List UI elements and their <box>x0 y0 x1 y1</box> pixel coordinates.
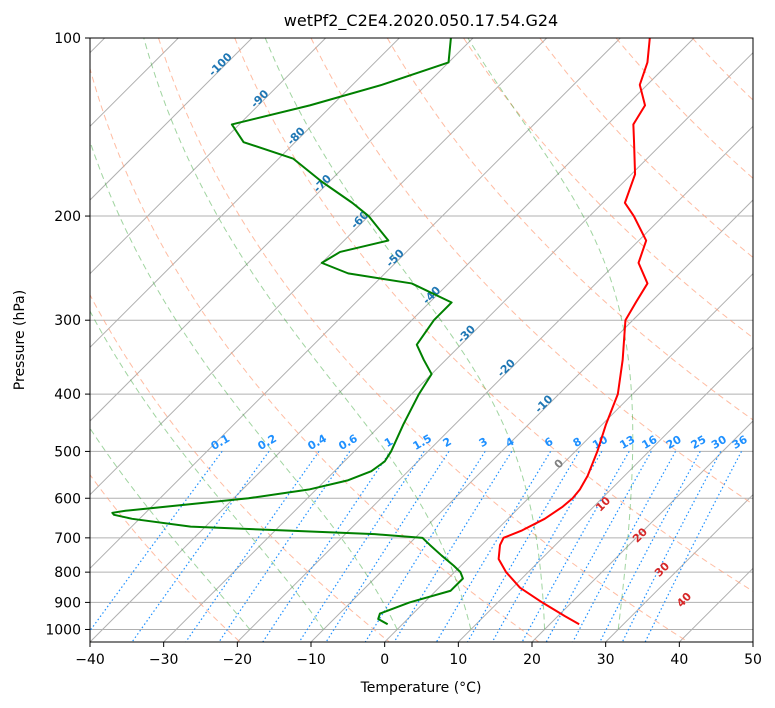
mixing-ratio-line <box>599 451 701 642</box>
isotherm-line <box>310 199 753 642</box>
isotherm-line <box>90 38 548 496</box>
x-axis-label: Temperature (°C) <box>360 680 482 696</box>
y-tick-label: 500 <box>54 444 81 460</box>
moist-adiabat-line <box>143 38 472 630</box>
x-tick-label: −20 <box>223 652 253 668</box>
mixing-ratio-line <box>364 451 486 642</box>
isotherm-line <box>90 38 695 642</box>
y-tick-label: 600 <box>54 491 81 507</box>
dry-adiabat-line <box>158 38 689 642</box>
mixing-ratio-line <box>262 451 391 642</box>
temperature-line <box>497 38 651 626</box>
x-tick-label: 20 <box>523 652 541 668</box>
x-tick-label: −10 <box>296 652 326 668</box>
isotherm-line <box>236 125 753 642</box>
x-tick-label: 50 <box>744 652 762 668</box>
x-tick-label: −40 <box>75 652 105 668</box>
background-lines <box>90 38 775 642</box>
y-axis: 100 200 300 400 500 600 700 800 900 1000 <box>45 31 90 638</box>
y-tick-label: 900 <box>54 595 81 611</box>
isotherm-line <box>163 51 753 642</box>
x-tick-label: 10 <box>449 652 467 668</box>
dry-adiabat-line <box>769 38 775 642</box>
isotherm-line <box>752 641 753 642</box>
dry-adiabat-line <box>90 66 540 642</box>
mixing-ratio-line <box>393 451 513 642</box>
mixing-ratio-line <box>572 451 677 642</box>
y-tick-label: 100 <box>54 31 81 47</box>
moist-adiabat-line <box>90 140 398 630</box>
series-layer <box>111 38 651 626</box>
y-tick-label: 200 <box>54 209 81 225</box>
plot-frame <box>89 37 754 643</box>
mixing-ratio-line <box>185 451 320 642</box>
isotherm-line <box>531 420 753 642</box>
mixing-ratio-line <box>545 451 652 642</box>
isotherm-line <box>457 346 753 642</box>
moist-adiabat-line <box>467 38 634 630</box>
mixing-ratio-line <box>491 451 603 642</box>
mixing-ratio-line <box>621 451 722 642</box>
isotherm-line <box>90 38 253 201</box>
y-tick-label: 700 <box>54 531 81 547</box>
isotherm-line <box>90 38 474 422</box>
x-tick-label: 30 <box>597 652 615 668</box>
chart-title: wetPf2_C2E4.2020.050.17.54.G24 <box>284 11 558 31</box>
moist-adiabat-line <box>264 38 546 630</box>
mixing-ratio-line <box>218 451 351 642</box>
y-axis-label: Pressure (hPa) <box>12 290 28 390</box>
isotherm-line <box>90 38 327 275</box>
dewpoint-line <box>111 38 464 626</box>
y-tick-label: 1000 <box>45 622 81 638</box>
y-tick-label: 300 <box>54 313 81 329</box>
isotherm-line <box>384 272 753 642</box>
x-tick-label: −30 <box>149 652 179 668</box>
x-tick-label: 40 <box>670 652 688 668</box>
x-axis: −40 −30 −20 −10 0 10 20 30 40 50 <box>75 642 762 668</box>
moist-adiabat-line <box>90 427 251 630</box>
mixing-ratio-line <box>131 451 270 642</box>
mixing-ratio-line <box>644 451 743 642</box>
plot-area <box>90 38 753 642</box>
y-tick-label: 800 <box>54 565 81 581</box>
mixing-ratio-line <box>90 451 223 632</box>
x-tick-label: 0 <box>380 652 389 668</box>
isotherm-line <box>605 493 753 642</box>
y-tick-label: 400 <box>54 387 81 403</box>
dry-adiabat-line <box>386 38 753 421</box>
isotherm-line <box>90 38 400 349</box>
isotherm-line <box>90 38 621 570</box>
moist-adiabat-line <box>90 310 324 630</box>
